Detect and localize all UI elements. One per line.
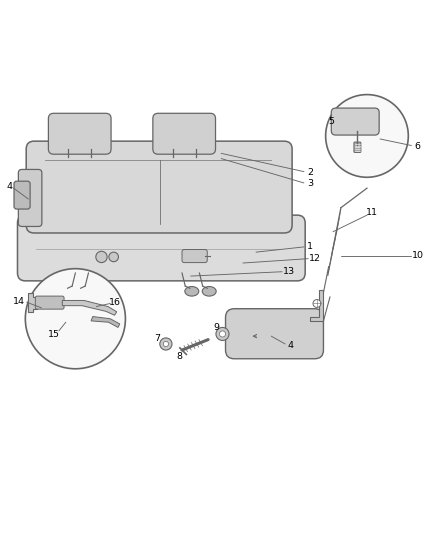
Text: 7: 7 <box>154 334 160 343</box>
Circle shape <box>313 300 321 308</box>
FancyBboxPatch shape <box>331 108 379 135</box>
Circle shape <box>25 269 125 369</box>
Text: 12: 12 <box>309 254 321 263</box>
Polygon shape <box>28 294 37 312</box>
Ellipse shape <box>185 287 199 296</box>
Text: 5: 5 <box>328 117 334 126</box>
FancyBboxPatch shape <box>14 181 30 209</box>
Text: 6: 6 <box>414 142 420 151</box>
Circle shape <box>163 341 169 346</box>
FancyBboxPatch shape <box>153 114 215 154</box>
Circle shape <box>216 327 229 341</box>
FancyBboxPatch shape <box>35 296 64 309</box>
Text: 4: 4 <box>6 182 12 191</box>
Circle shape <box>325 94 408 177</box>
Circle shape <box>96 251 107 263</box>
FancyBboxPatch shape <box>48 114 111 154</box>
FancyBboxPatch shape <box>18 169 42 227</box>
Ellipse shape <box>59 287 73 296</box>
Text: 8: 8 <box>177 352 183 361</box>
FancyBboxPatch shape <box>182 249 207 263</box>
Text: 15: 15 <box>48 330 60 339</box>
Text: 14: 14 <box>13 297 25 306</box>
Text: 3: 3 <box>307 179 314 188</box>
Polygon shape <box>311 290 323 321</box>
Text: 16: 16 <box>110 298 121 306</box>
FancyBboxPatch shape <box>226 309 323 359</box>
Text: 9: 9 <box>214 323 220 332</box>
FancyBboxPatch shape <box>354 142 361 152</box>
Text: 1: 1 <box>307 243 314 252</box>
Text: 4: 4 <box>288 341 294 350</box>
Circle shape <box>109 252 118 262</box>
Circle shape <box>219 331 226 337</box>
Polygon shape <box>91 317 120 327</box>
Ellipse shape <box>202 287 216 296</box>
Text: 10: 10 <box>412 251 424 260</box>
Circle shape <box>160 338 172 350</box>
Text: 11: 11 <box>366 207 378 216</box>
FancyBboxPatch shape <box>26 141 292 233</box>
Polygon shape <box>62 301 117 315</box>
Ellipse shape <box>72 287 85 296</box>
Text: 13: 13 <box>283 267 295 276</box>
Text: 2: 2 <box>307 168 314 177</box>
FancyBboxPatch shape <box>18 215 305 281</box>
